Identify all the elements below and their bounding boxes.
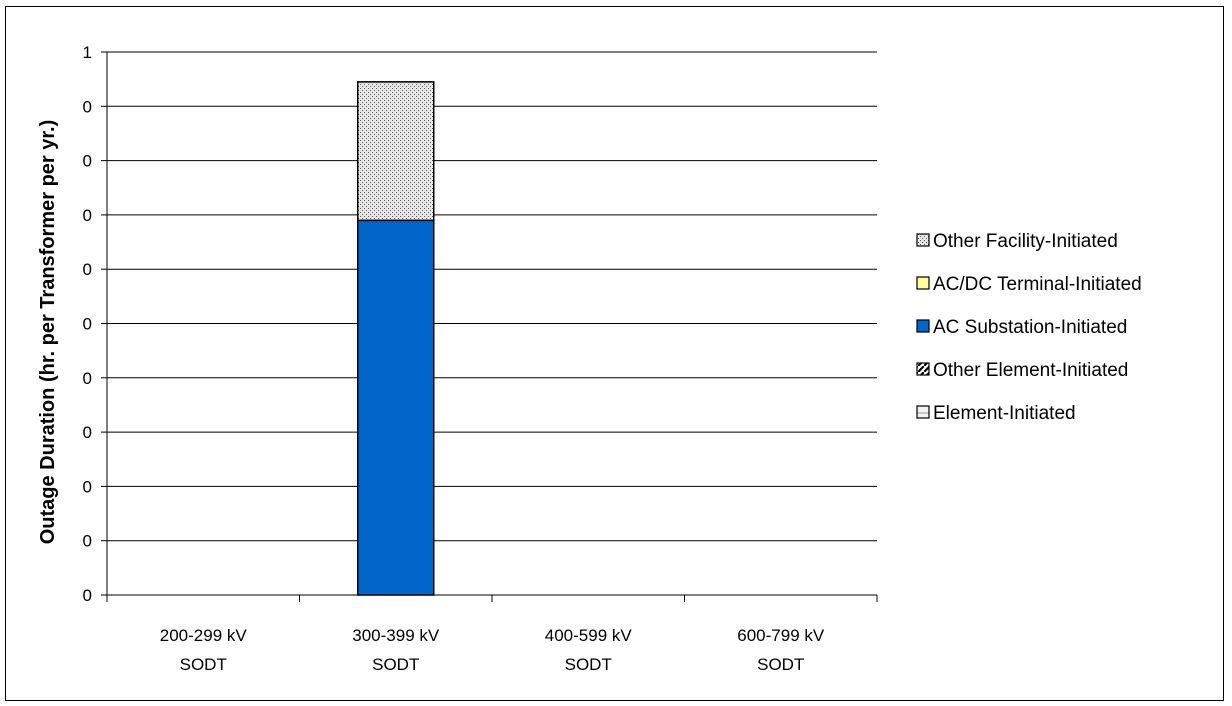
y-tick-label: 0 bbox=[83, 97, 92, 116]
x-category-labels: 200-299 kV SODT 300-399 kV SODT 400-599 kV SO… bbox=[160, 626, 825, 674]
legend-swatch bbox=[916, 319, 930, 333]
y-tick-label: 0 bbox=[83, 206, 92, 225]
legend-swatch bbox=[916, 233, 930, 247]
chart-frame bbox=[5, 6, 1224, 701]
legend-swatch bbox=[916, 276, 930, 290]
x-category-label: SODT bbox=[372, 655, 419, 674]
legend-swatch bbox=[916, 405, 930, 419]
y-axis-title: Outage Duration (hr. per Transformer per… bbox=[37, 120, 59, 545]
y-tick-label: 0 bbox=[83, 477, 92, 496]
legend-label: Other Facility-Initiated bbox=[933, 231, 1118, 252]
bar-segment bbox=[357, 81, 435, 222]
legend-label: AC/DC Terminal-Initiated bbox=[933, 274, 1142, 295]
y-tick-label: 0 bbox=[83, 260, 92, 279]
y-tick-labels: 0 0 0 0 0 0 0 0 0 0 1 bbox=[83, 43, 92, 605]
y-tick-label: 0 bbox=[83, 315, 92, 334]
y-tick-label: 0 bbox=[83, 152, 92, 171]
legend-label: AC Substation-Initiated bbox=[933, 317, 1127, 338]
gridlines bbox=[101, 51, 877, 596]
legend-label: Element-Initiated bbox=[933, 403, 1076, 424]
y-tick-label: 0 bbox=[83, 586, 92, 605]
x-category-label: 200-299 kV bbox=[160, 626, 248, 645]
y-tick-label: 0 bbox=[83, 423, 92, 442]
y-tick-label: 0 bbox=[83, 369, 92, 388]
y-tick-label: 0 bbox=[83, 532, 92, 551]
x-category-label: 600-799 kV bbox=[737, 626, 825, 645]
y-tick-label: 1 bbox=[83, 43, 92, 62]
x-category-label: 400-599 kV bbox=[545, 626, 633, 645]
legend: Other Facility-Initiated AC/DC Terminal-I… bbox=[916, 231, 1142, 424]
x-category-label: SODT bbox=[757, 655, 804, 674]
legend-label: Other Element-Initiated bbox=[933, 360, 1128, 381]
legend-swatch bbox=[916, 362, 930, 376]
x-category-label: 300-399 kV bbox=[352, 626, 440, 645]
x-category-label: SODT bbox=[565, 655, 612, 674]
bars bbox=[357, 81, 435, 596]
x-category-label: SODT bbox=[180, 655, 227, 674]
bar-segment bbox=[357, 219, 435, 596]
axes bbox=[106, 52, 878, 602]
